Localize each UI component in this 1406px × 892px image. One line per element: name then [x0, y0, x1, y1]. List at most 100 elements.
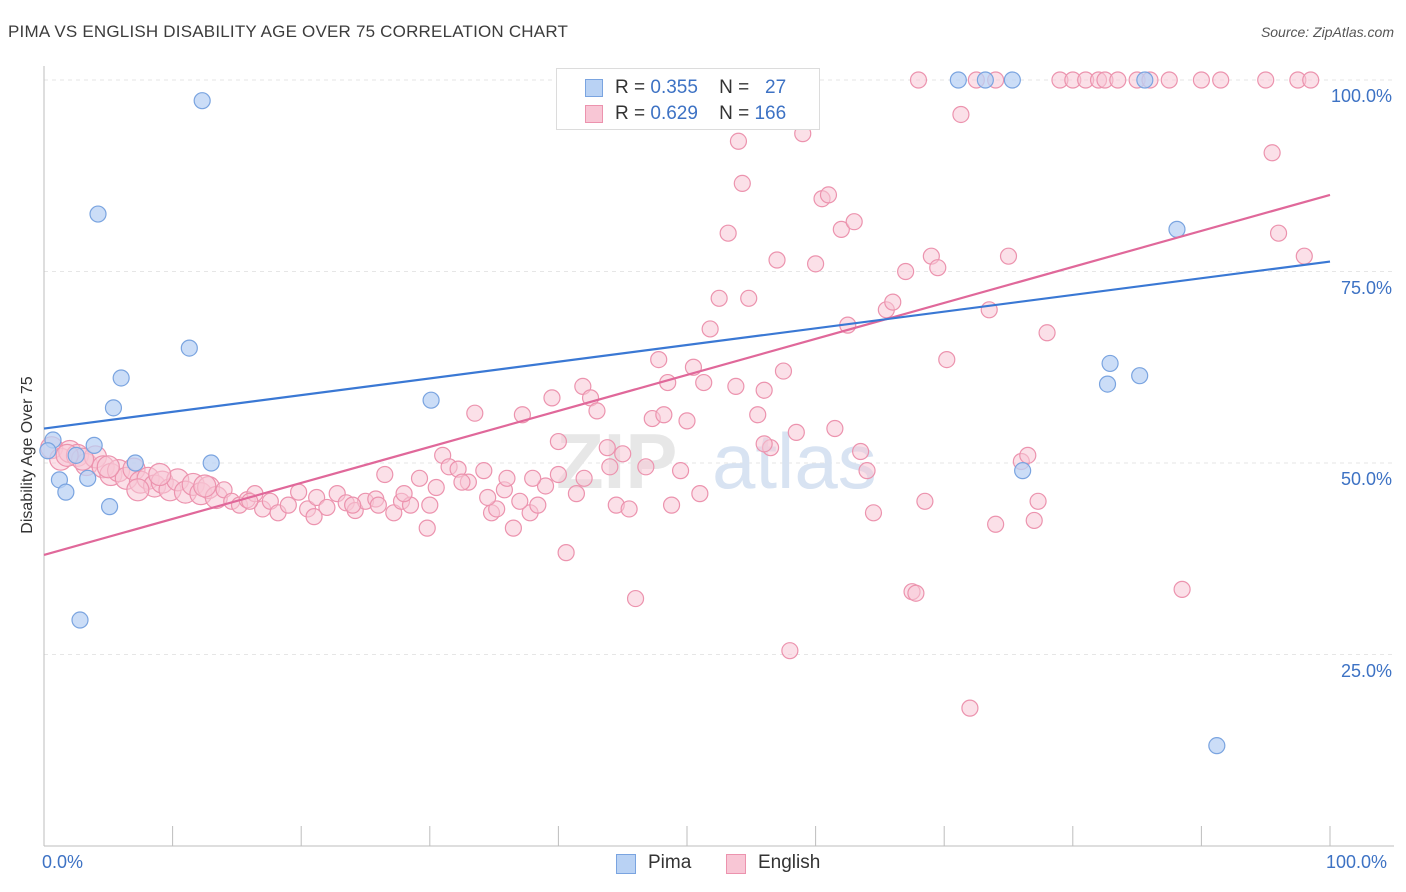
- english-point: [588, 402, 606, 420]
- y-tick-label: 50.0%: [1340, 469, 1392, 489]
- english-point: [126, 478, 150, 502]
- english-point: [749, 406, 767, 424]
- legend-swatch-english: [585, 105, 603, 123]
- pima-point: [1014, 462, 1032, 480]
- english-point: [929, 259, 947, 277]
- english-trend-line: [43, 193, 1331, 556]
- legend-text-english: R = 0.629 N = 166: [615, 103, 786, 125]
- english-point: [858, 462, 876, 480]
- english-point: [727, 377, 745, 395]
- pima-point: [1003, 71, 1021, 89]
- english-point: [655, 406, 673, 424]
- english-point: [1038, 324, 1056, 342]
- legend-text-pima: R = 0.355 N = 27: [615, 77, 786, 99]
- english-point: [909, 71, 928, 89]
- pima-point: [1101, 354, 1119, 373]
- english-point: [557, 544, 575, 562]
- english-point: [453, 473, 471, 491]
- pima-point: [976, 71, 994, 89]
- legend-label-pima: Pima: [648, 852, 692, 873]
- pima-point: [1168, 220, 1186, 238]
- r-label: R =: [615, 77, 646, 98]
- english-point: [543, 389, 561, 407]
- pima-point: [57, 483, 75, 501]
- pima-point: [202, 454, 220, 472]
- english-point: [961, 699, 979, 717]
- english-point: [504, 519, 522, 537]
- chart-title: PIMA VS ENGLISH DISABILITY AGE OVER 75 C…: [8, 22, 569, 41]
- english-point: [740, 289, 758, 307]
- english-point: [1302, 71, 1320, 89]
- legend-row-english: R = 0.629 N = 166: [557, 101, 821, 127]
- pima-point: [89, 205, 107, 223]
- n-label: N =: [719, 103, 750, 124]
- english-point: [536, 477, 555, 495]
- english-point: [852, 442, 870, 461]
- series-legend: Pima English: [0, 852, 1406, 878]
- english-point: [710, 289, 728, 307]
- english-point: [511, 492, 529, 510]
- english-point: [987, 515, 1005, 533]
- pima-point: [1136, 71, 1154, 89]
- stats-legend: R = 0.355 N = 27 R = 0.629 N = 166: [556, 68, 820, 130]
- english-point: [938, 350, 956, 369]
- english-point: [614, 445, 632, 463]
- english-series: [40, 71, 1320, 717]
- english-point: [650, 350, 668, 369]
- english-point: [826, 419, 844, 438]
- english-point: [1257, 71, 1275, 89]
- english-point: [488, 500, 506, 518]
- y-tick-label: 75.0%: [1340, 277, 1392, 298]
- english-point: [916, 492, 934, 510]
- english-point: [774, 362, 793, 380]
- english-point: [781, 642, 799, 660]
- english-point: [418, 519, 436, 537]
- gridlines: [44, 79, 1394, 655]
- english-point: [1173, 580, 1191, 598]
- pima-trend-line: [43, 260, 1331, 430]
- legend-swatch-english: [726, 854, 746, 874]
- english-point: [529, 496, 547, 514]
- n-label: N =: [719, 77, 750, 98]
- r-value-pima: 0.355: [650, 77, 698, 98]
- legend-swatch-pima: [585, 79, 603, 97]
- english-point: [524, 469, 542, 487]
- english-point: [1109, 71, 1127, 89]
- english-point: [691, 485, 709, 503]
- english-point: [549, 432, 568, 451]
- english-point: [549, 465, 568, 484]
- english-point: [1212, 71, 1230, 89]
- english-point: [701, 320, 719, 338]
- english-point: [1192, 71, 1211, 89]
- n-value-english: 166: [754, 103, 787, 124]
- english-point: [755, 435, 773, 453]
- english-point: [1263, 144, 1281, 162]
- english-point: [96, 455, 120, 479]
- r-label: R =: [615, 103, 646, 124]
- english-point: [575, 469, 593, 487]
- pima-point: [67, 446, 85, 464]
- pima-point: [71, 611, 89, 629]
- english-point: [695, 373, 713, 392]
- english-point: [845, 213, 863, 231]
- english-point: [427, 478, 445, 497]
- pima-point: [104, 399, 123, 417]
- english-point: [1269, 224, 1288, 242]
- pima-point: [126, 454, 144, 472]
- english-point: [466, 404, 484, 422]
- english-point: [662, 496, 681, 514]
- english-point: [395, 485, 413, 503]
- english-point: [999, 247, 1018, 265]
- english-point: [290, 483, 308, 501]
- english-point: [626, 589, 645, 608]
- y-tick-label: 100.0%: [1330, 86, 1392, 106]
- pima-point: [79, 469, 97, 487]
- legend-label-english: English: [758, 852, 821, 873]
- pima-series: [39, 71, 1226, 755]
- x-tick-label-min: 0.0%: [42, 852, 84, 872]
- english-point: [318, 498, 336, 517]
- english-point: [1160, 71, 1178, 89]
- n-value-pima: 27: [765, 77, 787, 98]
- english-point: [421, 496, 439, 514]
- english-point: [567, 485, 586, 503]
